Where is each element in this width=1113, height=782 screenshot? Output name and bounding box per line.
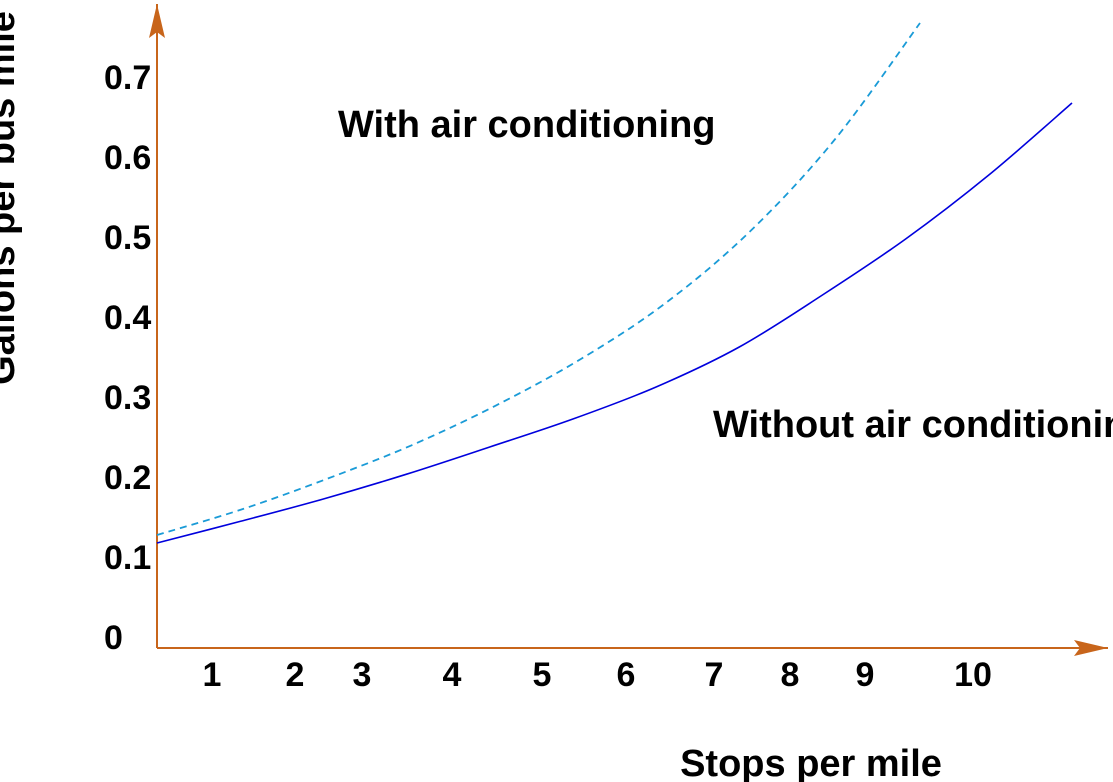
y-tick-label: 0.2 xyxy=(104,459,151,497)
y-tick-label: 0.6 xyxy=(104,139,151,177)
x-tick-label: 6 xyxy=(617,656,636,694)
y-axis-label: Gallons per bus mile xyxy=(0,11,23,385)
x-tick-label: 7 xyxy=(705,656,724,694)
annotation-without-ac: Without air conditioning xyxy=(713,404,1113,446)
y-tick-label: 0.7 xyxy=(104,59,151,97)
x-tick-label: 2 xyxy=(286,656,305,694)
x-tick-label: 10 xyxy=(954,656,992,694)
x-tick-label: 8 xyxy=(781,656,800,694)
y-tick-label: 0.4 xyxy=(104,299,151,337)
x-tick-label: 3 xyxy=(353,656,372,694)
x-tick-labels: 1 2 3 4 5 6 7 8 9 10 xyxy=(203,656,992,694)
y-tick-labels: 0 0.1 0.2 0.3 0.4 0.5 0.6 0.7 xyxy=(104,59,151,657)
series-lines xyxy=(156,22,1073,544)
x-tick-label: 1 xyxy=(203,656,222,694)
x-tick-label: 5 xyxy=(533,656,552,694)
series-line-without-ac xyxy=(156,102,1073,544)
y-tick-label: 0.1 xyxy=(104,539,151,577)
y-tick-label: 0 xyxy=(104,619,123,657)
y-axis-arrow xyxy=(149,4,165,38)
axes xyxy=(149,4,1108,656)
x-axis-arrow xyxy=(1074,640,1108,656)
x-axis-label: Stops per mile xyxy=(680,743,942,782)
y-tick-label: 0.5 xyxy=(104,219,151,257)
x-tick-label: 9 xyxy=(856,656,875,694)
y-tick-label: 0.3 xyxy=(104,379,151,417)
x-tick-label: 4 xyxy=(443,656,462,694)
series-line-with-ac xyxy=(156,22,921,536)
annotation-with-ac: With air conditioning xyxy=(338,104,716,146)
